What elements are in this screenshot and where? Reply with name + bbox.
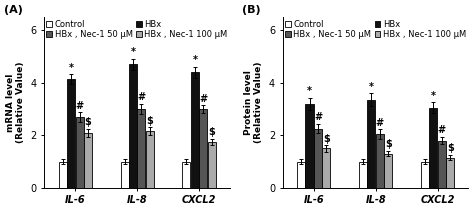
Bar [146,131,154,188]
Bar [359,162,367,188]
Bar [199,109,207,188]
Bar [67,79,75,188]
Text: *: * [431,91,436,101]
Bar [438,141,446,188]
Bar [59,162,67,188]
Y-axis label: Protein level
(Relative Value): Protein level (Relative Value) [244,62,264,143]
Text: #: # [376,118,384,128]
Text: $: $ [385,139,392,149]
Bar [446,158,454,188]
Y-axis label: mRNA level
(Relative Value): mRNA level (Relative Value) [6,62,25,143]
Text: $: $ [85,117,91,127]
Legend: Control, HBx , Nec-1 50 μM, HBx, HBx , Nec-1 100 μM: Control, HBx , Nec-1 50 μM, HBx, HBx , N… [285,20,466,39]
Bar [182,162,191,188]
Text: (B): (B) [242,5,261,15]
Bar [137,109,146,188]
Bar [384,154,392,188]
Bar [305,104,313,188]
Text: *: * [69,63,73,73]
Text: *: * [192,55,197,65]
Text: #: # [314,112,322,122]
Bar [376,134,384,188]
Bar [208,142,216,188]
Text: #: # [137,92,146,102]
Bar [429,108,438,188]
Bar [421,162,429,188]
Text: #: # [199,93,208,104]
Text: *: * [307,87,312,96]
Text: $: $ [323,134,330,144]
Text: #: # [438,125,446,135]
Text: $: $ [447,143,454,153]
Bar [191,72,199,188]
Bar [129,64,137,188]
Legend: Control, HBx , Nec-1 50 μM, HBx, HBx , Nec-1 100 μM: Control, HBx , Nec-1 50 μM, HBx, HBx , N… [46,20,228,39]
Text: *: * [130,47,136,57]
Bar [367,100,375,188]
Bar [84,133,92,188]
Bar [297,162,305,188]
Text: #: # [75,101,83,111]
Bar [314,129,322,188]
Text: $: $ [209,127,215,137]
Bar [75,117,83,188]
Text: (A): (A) [4,5,22,15]
Bar [120,162,128,188]
Bar [322,148,330,188]
Text: *: * [369,82,374,92]
Text: $: $ [146,116,153,126]
